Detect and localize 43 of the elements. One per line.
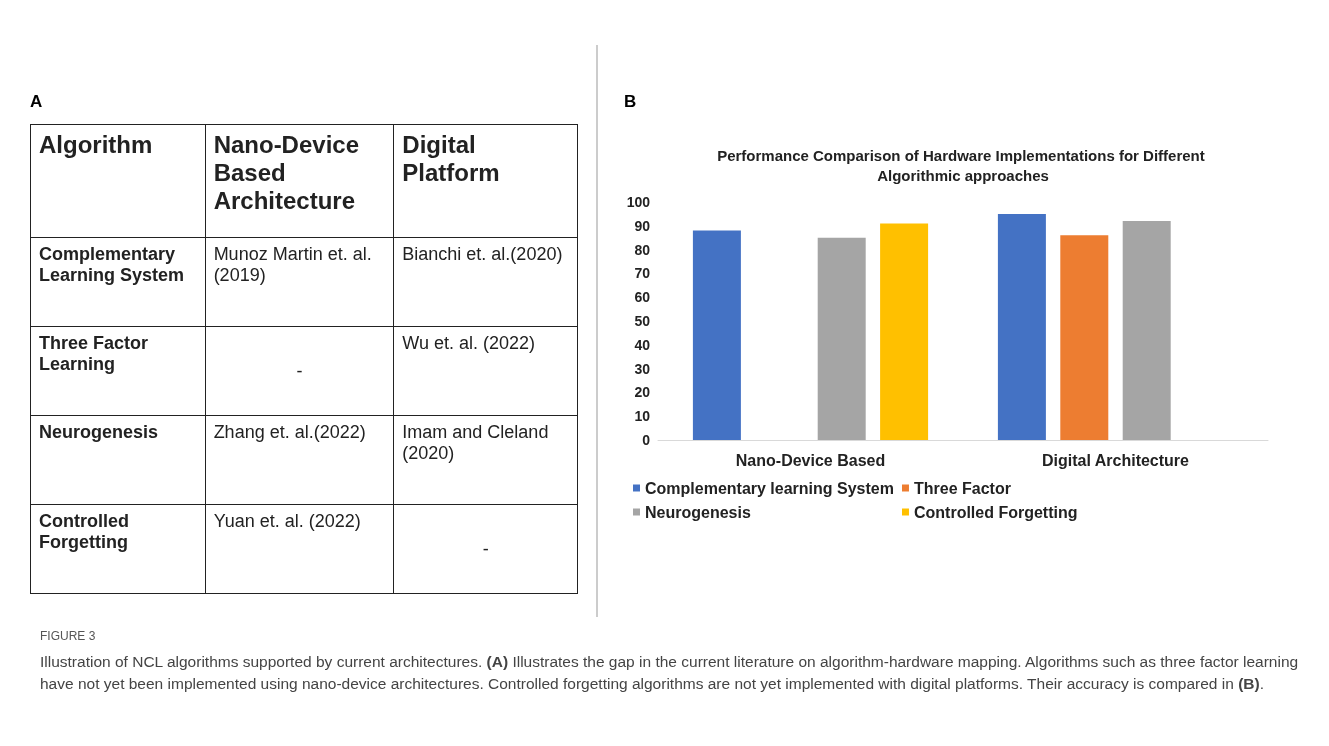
text: Nano-Device Based Architecture (205, 124, 394, 238)
y-tick-label: 30 (634, 360, 651, 377)
bar (817, 237, 866, 440)
y-tick-label: 40 (634, 336, 651, 353)
text: Imam and Cleland (2020) (393, 415, 578, 505)
y-tick-label: 20 (634, 384, 651, 401)
y-tick-label: 60 (634, 289, 651, 306)
bar (880, 223, 929, 440)
y-tick-label: 50 (634, 313, 651, 329)
chart-title: Performance Comparison of Hardware Implementations for Different Algorithmic approaches (717, 146, 1209, 184)
bar (997, 213, 1046, 440)
legend-label: Controlled Forgetting (913, 503, 1078, 521)
x-tick-label: Nano-Device Based (735, 451, 886, 469)
text: Neurogenesis (30, 415, 206, 505)
text: Zhang et. al.(2022) (205, 415, 394, 505)
text: Complementary Learning System (30, 237, 206, 327)
text: Three Factor Learning (30, 326, 206, 416)
legend-label: Complementary learning System (645, 479, 894, 497)
y-tick-label: 100 (626, 194, 651, 210)
text: Digital Platform (393, 124, 578, 238)
text: Algorithm (30, 124, 206, 238)
text: Bianchi et. al.(2020) (393, 237, 578, 327)
y-tick-label: 80 (634, 241, 651, 258)
text: Wu et. al. (2022) (393, 326, 578, 416)
text: - (393, 504, 578, 594)
text: - (205, 326, 394, 416)
text: Illustration of NCL algorithms supported by current architectures. (A) Illustrates the gap in the current literature on algorithm-hardware mapping. Algorithms such as three factor learning have not yet been implemented using nano-device architectures. Controlled forgetting algorithms are not yet implemented with digital platforms. Their accuracy is compared in (B). (40, 652, 1300, 694)
text: Munoz Martin et. al.(2019) (205, 237, 394, 327)
y-tick-label: 90 (634, 217, 651, 234)
bar (692, 230, 741, 440)
bar (1060, 235, 1109, 440)
y-tick-label: 0 (642, 432, 651, 448)
y-tick-label: 10 (634, 408, 651, 425)
text: Controlled Forgetting (30, 504, 206, 594)
bar (1122, 221, 1171, 440)
legend-label: Three Factor (913, 479, 1011, 497)
text: B (624, 92, 637, 112)
text: A (30, 92, 44, 112)
x-tick-label: Digital Architecture (1042, 451, 1190, 469)
y-tick-label: 70 (634, 265, 651, 282)
caption: FIGURE 3 (40, 628, 97, 645)
legend-label: Neurogenesis (645, 503, 751, 521)
text: Yuan et. al. (2022) (205, 504, 394, 594)
